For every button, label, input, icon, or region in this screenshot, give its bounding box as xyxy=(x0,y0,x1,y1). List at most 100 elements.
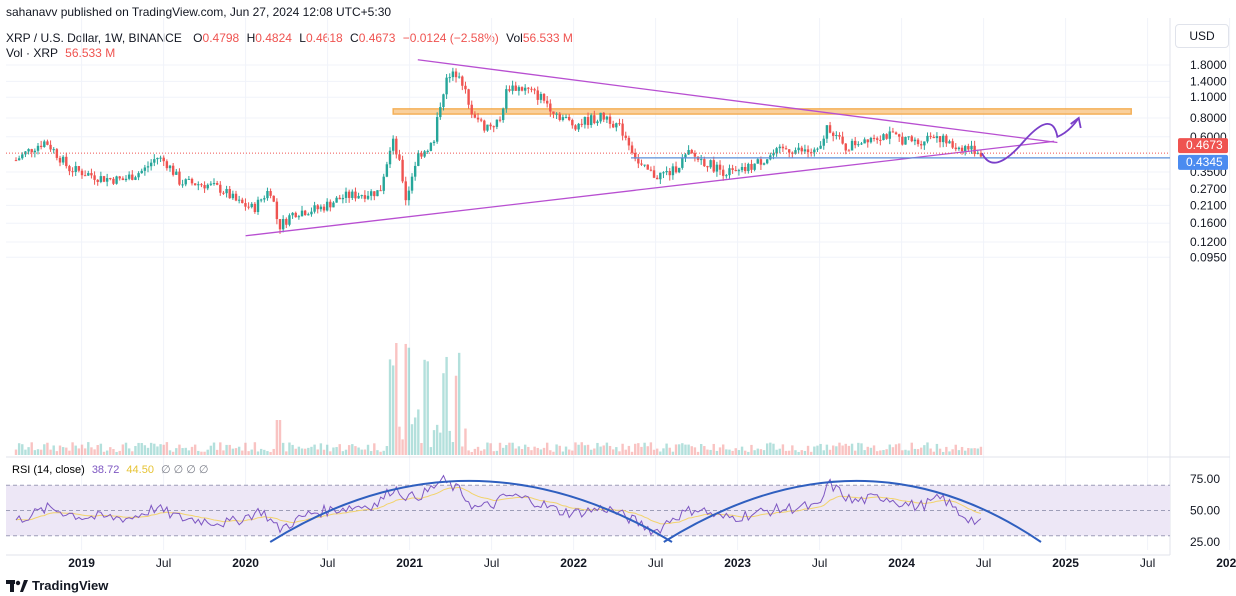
candle-body xyxy=(586,117,590,126)
candle-body xyxy=(655,177,659,180)
candle-body xyxy=(379,190,382,192)
candle-body xyxy=(555,113,558,115)
candle-body xyxy=(552,111,555,114)
candle-body xyxy=(266,191,269,199)
rsi-title[interactable]: RSI (14, close) 38.72 44.50 ∅ ∅ ∅ ∅ xyxy=(12,464,209,476)
candle-body xyxy=(652,170,656,178)
volume-bar xyxy=(52,445,55,455)
candle-body xyxy=(869,137,873,143)
volume-bar xyxy=(105,450,109,455)
candle-body xyxy=(137,173,140,178)
resistance-zone-rect xyxy=(392,108,1132,115)
volume-bar xyxy=(721,444,725,455)
candle-body xyxy=(894,132,898,135)
candle-body xyxy=(347,191,351,198)
volume-bar xyxy=(860,443,863,455)
volume-bar xyxy=(385,446,389,455)
volume-bar xyxy=(253,442,257,455)
high-value: 0.4824 xyxy=(255,31,292,45)
rsi-ma-value: 44.50 xyxy=(126,464,154,476)
volume-bar xyxy=(530,450,533,455)
candle-body xyxy=(473,114,477,118)
candle-body xyxy=(181,184,184,186)
candle-body xyxy=(687,150,690,155)
volume-bar xyxy=(681,443,684,455)
volume-bar xyxy=(589,449,593,455)
candle-body xyxy=(27,149,30,152)
volume-bar xyxy=(910,442,913,455)
volume-bar xyxy=(505,445,508,455)
volume-bar xyxy=(310,446,313,455)
volume-bar xyxy=(759,449,763,455)
candle-body xyxy=(357,195,360,199)
volume-bar xyxy=(574,442,577,455)
candle-body xyxy=(615,123,618,128)
volume-bar xyxy=(259,448,263,455)
candle-body xyxy=(728,168,731,176)
candle-body xyxy=(121,178,125,181)
volume-bar xyxy=(571,450,574,455)
candle-body xyxy=(973,145,976,154)
candle-body xyxy=(87,173,90,176)
volume-bar xyxy=(973,448,976,455)
price-tick-label: 0.2700 xyxy=(1190,182,1227,196)
support-price-badge-bg xyxy=(1178,154,1228,170)
volume-bar xyxy=(511,442,514,455)
volume-bar xyxy=(863,450,866,455)
time-tick-label: Jul xyxy=(812,556,827,570)
rsi-line xyxy=(15,474,982,536)
currency-button[interactable]: USD xyxy=(1175,24,1229,48)
candle-body xyxy=(844,143,847,151)
symbol-title[interactable]: XRP / U.S. Dollar, 1W, BINANCE xyxy=(6,31,182,45)
candle-body xyxy=(281,218,285,230)
volume-bar xyxy=(615,447,618,455)
candle-body xyxy=(140,170,143,174)
candle-body xyxy=(954,147,957,150)
volume-bar xyxy=(21,444,24,455)
volume-bar xyxy=(165,442,169,455)
candle-body xyxy=(442,94,445,108)
candle-body xyxy=(109,178,112,180)
candle-body xyxy=(938,136,942,143)
candle-body xyxy=(395,138,398,155)
candle-body xyxy=(665,170,668,173)
candle-body xyxy=(599,112,602,122)
volume-bar xyxy=(451,442,455,455)
candle-body xyxy=(303,210,307,216)
volume-bar xyxy=(61,447,65,455)
candle-body xyxy=(30,149,33,153)
volume-bar xyxy=(545,442,549,455)
volume-bar xyxy=(794,450,797,455)
volume-bar xyxy=(523,444,527,455)
candle-body xyxy=(539,93,543,100)
volume-bar xyxy=(228,444,231,455)
candle-body xyxy=(200,184,203,186)
candle-body xyxy=(935,136,939,139)
volume-bar xyxy=(753,450,756,455)
volume-bar xyxy=(143,445,147,455)
candle-body xyxy=(112,178,115,184)
candle-body xyxy=(907,136,910,138)
candle-body xyxy=(828,125,832,133)
candle-body xyxy=(608,116,612,124)
price-tick-label: 0.2100 xyxy=(1190,198,1227,212)
high-label: H xyxy=(246,31,256,45)
volume-bar xyxy=(294,448,297,455)
candle-body xyxy=(407,190,411,201)
candle-body xyxy=(520,87,524,91)
candle-body xyxy=(269,191,272,196)
rsi-arc-left xyxy=(269,479,673,543)
candle-body xyxy=(96,179,99,182)
candle-body xyxy=(77,166,81,171)
candle-body xyxy=(511,85,514,91)
volume-bar xyxy=(882,449,885,455)
volume-legend-label[interactable]: Vol · XRP xyxy=(6,46,58,60)
candle-body xyxy=(964,146,967,152)
rsi-arc-right xyxy=(663,479,1042,543)
volume-bar xyxy=(498,442,502,455)
volume-bar xyxy=(420,443,423,455)
volume-bar xyxy=(951,449,954,455)
tradingview-logo[interactable]: TradingView xyxy=(6,578,108,593)
candle-body xyxy=(527,87,530,89)
